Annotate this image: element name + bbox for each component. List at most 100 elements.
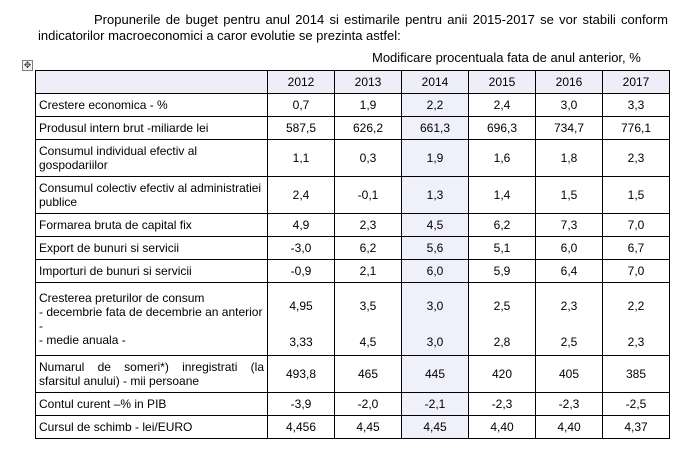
cell-value: 587,5 <box>267 116 335 140</box>
table-row: Consumul individual efectiv al gospodari… <box>35 139 670 177</box>
cell-value: 1,9 <box>401 139 469 177</box>
cell-value: 2,3 <box>334 213 402 237</box>
cell-value: -2,3 <box>468 392 536 416</box>
cell-value: 1,3 <box>401 176 469 214</box>
table-row: Formarea bruta de capital fix 4,9 2,3 4,… <box>35 213 670 237</box>
cell-value: 2,3 <box>602 139 670 177</box>
macro-indicators-table: 2012 2013 2014 2015 2016 2017 Crestere e… <box>35 70 670 439</box>
cell-value: -0,9 <box>267 259 335 283</box>
unit-note: Modificare procentuala fata de anul ante… <box>372 50 641 65</box>
table-row-consumer-prices: Cresterea preturilor de consum - decembr… <box>35 282 670 356</box>
cell-value: 4,37 <box>602 415 670 439</box>
year-header: 2014 <box>401 70 469 94</box>
cell-value: 2,5 2,8 <box>468 282 536 356</box>
dec-value: 3,5 <box>359 299 377 313</box>
cell-value: 5,6 <box>401 236 469 260</box>
avg-value: 2,8 <box>493 335 511 349</box>
cell-value: 734,7 <box>535 116 603 140</box>
cell-value: 493,8 <box>267 355 335 393</box>
avg-value: 2,5 <box>560 335 578 349</box>
cell-value: -0,1 <box>334 176 402 214</box>
row-label: Formarea bruta de capital fix <box>35 213 268 237</box>
cell-value: 0,7 <box>267 93 335 117</box>
cell-value: 420 <box>468 355 536 393</box>
intro-paragraph: Propunerile de buget pentru anul 2014 si… <box>38 12 668 43</box>
dec-value: 4,95 <box>289 299 313 313</box>
cell-value: 0,3 <box>334 139 402 177</box>
avg-value: 2,3 <box>627 335 645 349</box>
cell-value: -3,9 <box>267 392 335 416</box>
cell-value: 5,9 <box>468 259 536 283</box>
table-row: Cursul de schimb - lei/EURO 4,456 4,45 4… <box>35 415 670 439</box>
cell-value: 405 <box>535 355 603 393</box>
dec-value: 3,0 <box>426 299 444 313</box>
cell-value: 6,2 <box>468 213 536 237</box>
prices-label-december: - decembrie fata de decembrie an anterio… <box>39 305 263 333</box>
table-row: Consumul colectiv efectiv al administrat… <box>35 176 670 214</box>
cell-value: 2,3 2,5 <box>535 282 603 356</box>
row-label: Export de bunuri si servicii <box>35 236 268 260</box>
cell-value: 1,1 <box>267 139 335 177</box>
cell-value: 4,45 <box>401 415 469 439</box>
cell-value: 661,3 <box>401 116 469 140</box>
cell-value: 776,1 <box>602 116 670 140</box>
table-row: Contul curent –% in PIB -3,9 -2,0 -2,1 -… <box>35 392 670 416</box>
cell-value: 7,3 <box>535 213 603 237</box>
cell-value: 6,4 <box>535 259 603 283</box>
cell-value: 1,5 <box>602 176 670 214</box>
cell-value: -2,0 <box>334 392 402 416</box>
year-header: 2016 <box>535 70 603 94</box>
cell-value: 3,5 4,5 <box>334 282 402 356</box>
dec-value: 2,2 <box>627 299 645 313</box>
cell-value: 7,0 <box>602 259 670 283</box>
dec-value: 2,5 <box>493 299 511 313</box>
cell-value: 6,0 <box>535 236 603 260</box>
cell-value: -2,1 <box>401 392 469 416</box>
year-header: 2012 <box>267 70 335 94</box>
cell-value: 4,5 <box>401 213 469 237</box>
cell-value: 1,4 <box>468 176 536 214</box>
row-label: Cresterea preturilor de consum - decembr… <box>35 282 268 356</box>
cell-value: 3,3 <box>602 93 670 117</box>
dec-value: 2,3 <box>560 299 578 313</box>
cell-value: 385 <box>602 355 670 393</box>
cell-value: -2,3 <box>535 392 603 416</box>
cell-value: 465 <box>334 355 402 393</box>
avg-value: 3,33 <box>289 335 313 349</box>
table-row: Numarul de someri*) inregistrati (la sfa… <box>35 355 670 393</box>
cell-value: 2,2 <box>401 93 469 117</box>
row-label: Consumul individual efectiv al gospodari… <box>35 139 268 177</box>
table-row: Importuri de bunuri si servicii -0,9 2,1… <box>35 259 670 283</box>
cell-value: 4,40 <box>468 415 536 439</box>
cell-value: 1,8 <box>535 139 603 177</box>
cell-value: 626,2 <box>334 116 402 140</box>
year-header: 2013 <box>334 70 402 94</box>
table-row: Export de bunuri si servicii -3,0 6,2 5,… <box>35 236 670 260</box>
row-label: Consumul colectiv efectiv al administrat… <box>35 176 268 214</box>
cell-value: 5,1 <box>468 236 536 260</box>
cell-value: 1,6 <box>468 139 536 177</box>
prices-label-average: - medie anuala - <box>39 333 126 347</box>
avg-value: 4,5 <box>359 335 377 349</box>
cell-value: 4,45 <box>334 415 402 439</box>
row-label: Crestere economica - % <box>35 93 268 117</box>
cell-value: 7,0 <box>602 213 670 237</box>
prices-label-main: Cresterea preturilor de consum <box>39 291 205 305</box>
row-label: Numarul de someri*) inregistrati (la sfa… <box>35 355 268 393</box>
table-move-handle-icon[interactable]: ✥ <box>22 60 33 71</box>
cell-value: -2,5 <box>602 392 670 416</box>
table-row: Crestere economica - % 0,7 1,9 2,2 2,4 3… <box>35 93 670 117</box>
cell-value: 3,0 <box>535 93 603 117</box>
header-row: 2012 2013 2014 2015 2016 2017 <box>35 70 670 94</box>
cell-value: 6,0 <box>401 259 469 283</box>
cell-value: 696,3 <box>468 116 536 140</box>
cell-value: 1,9 <box>334 93 402 117</box>
cell-value: 6,2 <box>334 236 402 260</box>
year-header: 2015 <box>468 70 536 94</box>
header-blank <box>35 70 268 94</box>
table-row: Produsul intern brut -miliarde lei 587,5… <box>35 116 670 140</box>
cell-value: 2,4 <box>468 93 536 117</box>
cell-value: 3,0 3,0 <box>401 282 469 356</box>
cell-value: 2,4 <box>267 176 335 214</box>
cell-value: 4,456 <box>267 415 335 439</box>
